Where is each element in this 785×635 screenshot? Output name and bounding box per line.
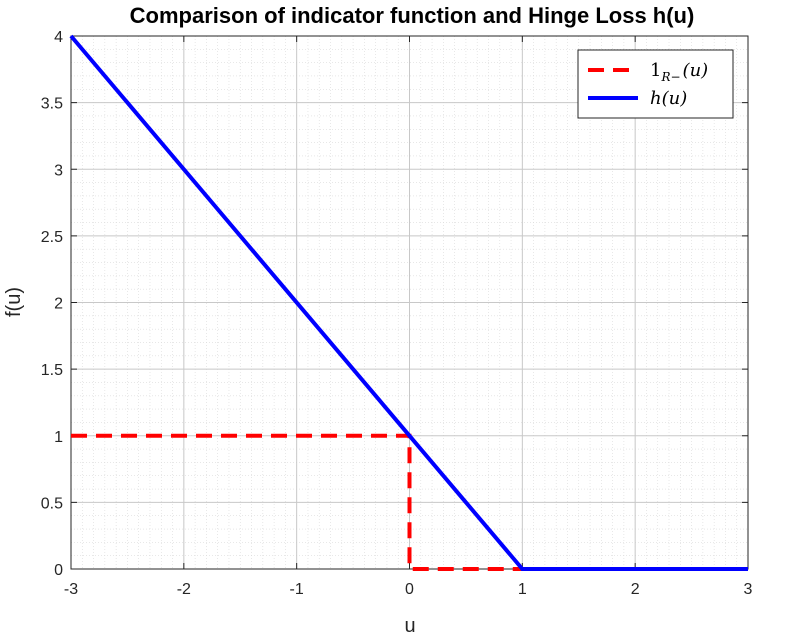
- chart-title: Comparison of indicator function and Hin…: [130, 3, 695, 28]
- y-tick-label: 3: [54, 162, 63, 179]
- x-tick-label: 3: [744, 581, 753, 598]
- x-tick-label: 1: [518, 581, 527, 598]
- y-tick-label: 1: [54, 429, 63, 446]
- x-tick-label: 0: [405, 581, 414, 598]
- legend-box: [577, 49, 734, 119]
- series-line-2: [69, 34, 748, 571]
- y-tick-label: 0.5: [41, 495, 63, 512]
- y-tick-label: 2: [54, 296, 63, 313]
- series-layer: [69, 34, 748, 571]
- x-tick-label: -3: [64, 581, 78, 598]
- series-line-1: [71, 433, 523, 571]
- y-tick-label: 4: [54, 29, 63, 46]
- y-tick-label: 0: [54, 562, 63, 579]
- x-axis-label: u: [404, 615, 415, 635]
- y-axis-label: f(u): [3, 287, 25, 317]
- y-tick-label: 3.5: [41, 96, 63, 113]
- legend-label-1: 1R− (u): [650, 60, 708, 84]
- tick-labels: -3 -2 -1 0 1 2 3 0 0.5 1 1.5 2 2.5 3 3.5 4: [41, 29, 753, 598]
- x-tick-label: -2: [177, 581, 191, 598]
- y-tick-label: 2.5: [41, 229, 63, 246]
- x-tick-label: -1: [290, 581, 304, 598]
- legend: 1R− (u) h(u): [577, 49, 734, 119]
- x-tick-label: 2: [631, 581, 640, 598]
- y-tick-label: 1.5: [41, 362, 63, 379]
- legend-label-2: h(u): [650, 88, 687, 109]
